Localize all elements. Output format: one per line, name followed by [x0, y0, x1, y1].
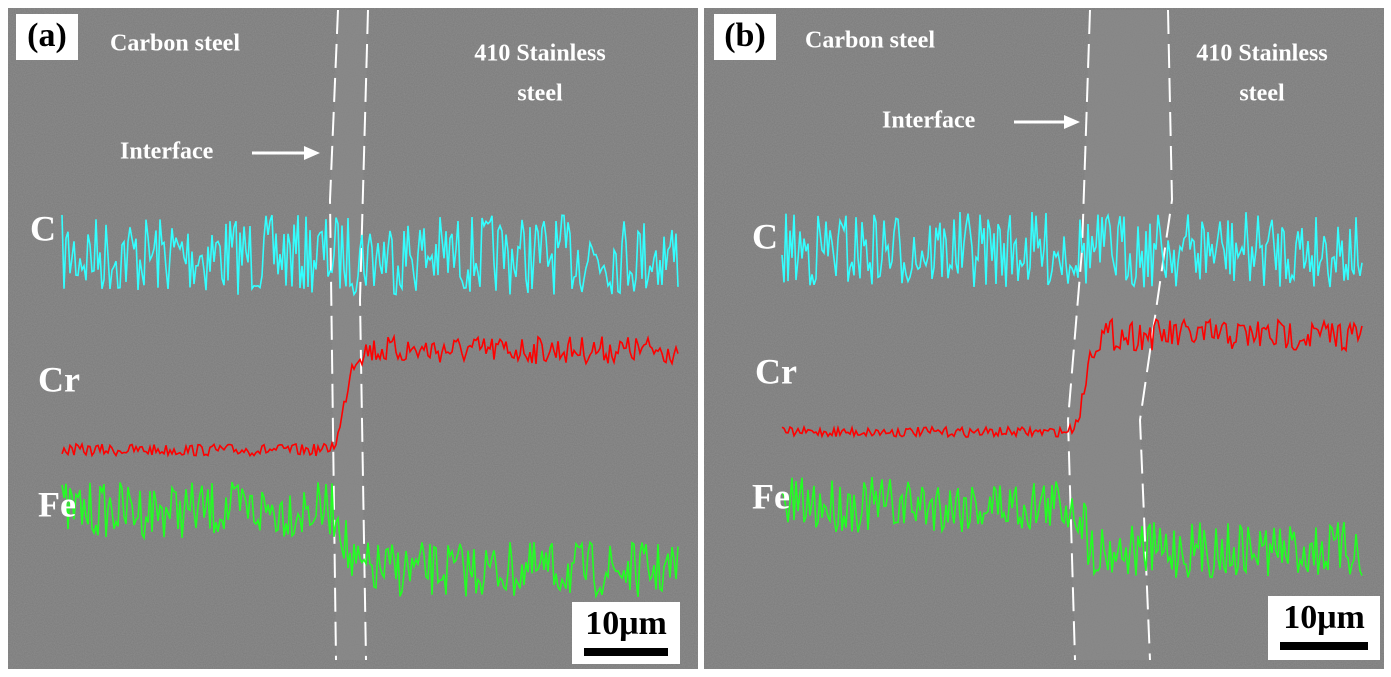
right-region-label: steel [1239, 81, 1285, 107]
interface-label: Interface [882, 108, 976, 134]
scale-label: 10μm [585, 605, 667, 642]
left-region-label: Carbon steel [110, 31, 240, 57]
figure: (a) Carbon steel 410 Stainless steel Interfa… [0, 0, 1391, 677]
right-region-label: 410 Stainless [1196, 41, 1327, 67]
interface-label: Interface [120, 139, 214, 165]
left-region-label: Carbon steel [805, 28, 935, 54]
panel-label: (b) [724, 17, 766, 54]
element-label: C [30, 208, 56, 248]
element-label: Cr [38, 359, 80, 399]
micrograph-grain [704, 8, 1384, 669]
right-region-label: 410 Stainless [474, 41, 605, 67]
scale-label: 10μm [1283, 599, 1365, 636]
element-label: C [752, 216, 778, 256]
scale-bar [1280, 642, 1368, 650]
panel: (b) Carbon steel 410 Stainless steel Interfa… [704, 8, 1384, 669]
panel: (a) Carbon steel 410 Stainless steel Interfa… [8, 8, 698, 669]
panel-label: (a) [27, 17, 67, 54]
element-label: Cr [755, 351, 797, 391]
scale-bar [584, 648, 668, 656]
element-label: Fe [752, 476, 790, 516]
element-label: Fe [38, 484, 76, 524]
right-region-label: steel [517, 81, 563, 107]
